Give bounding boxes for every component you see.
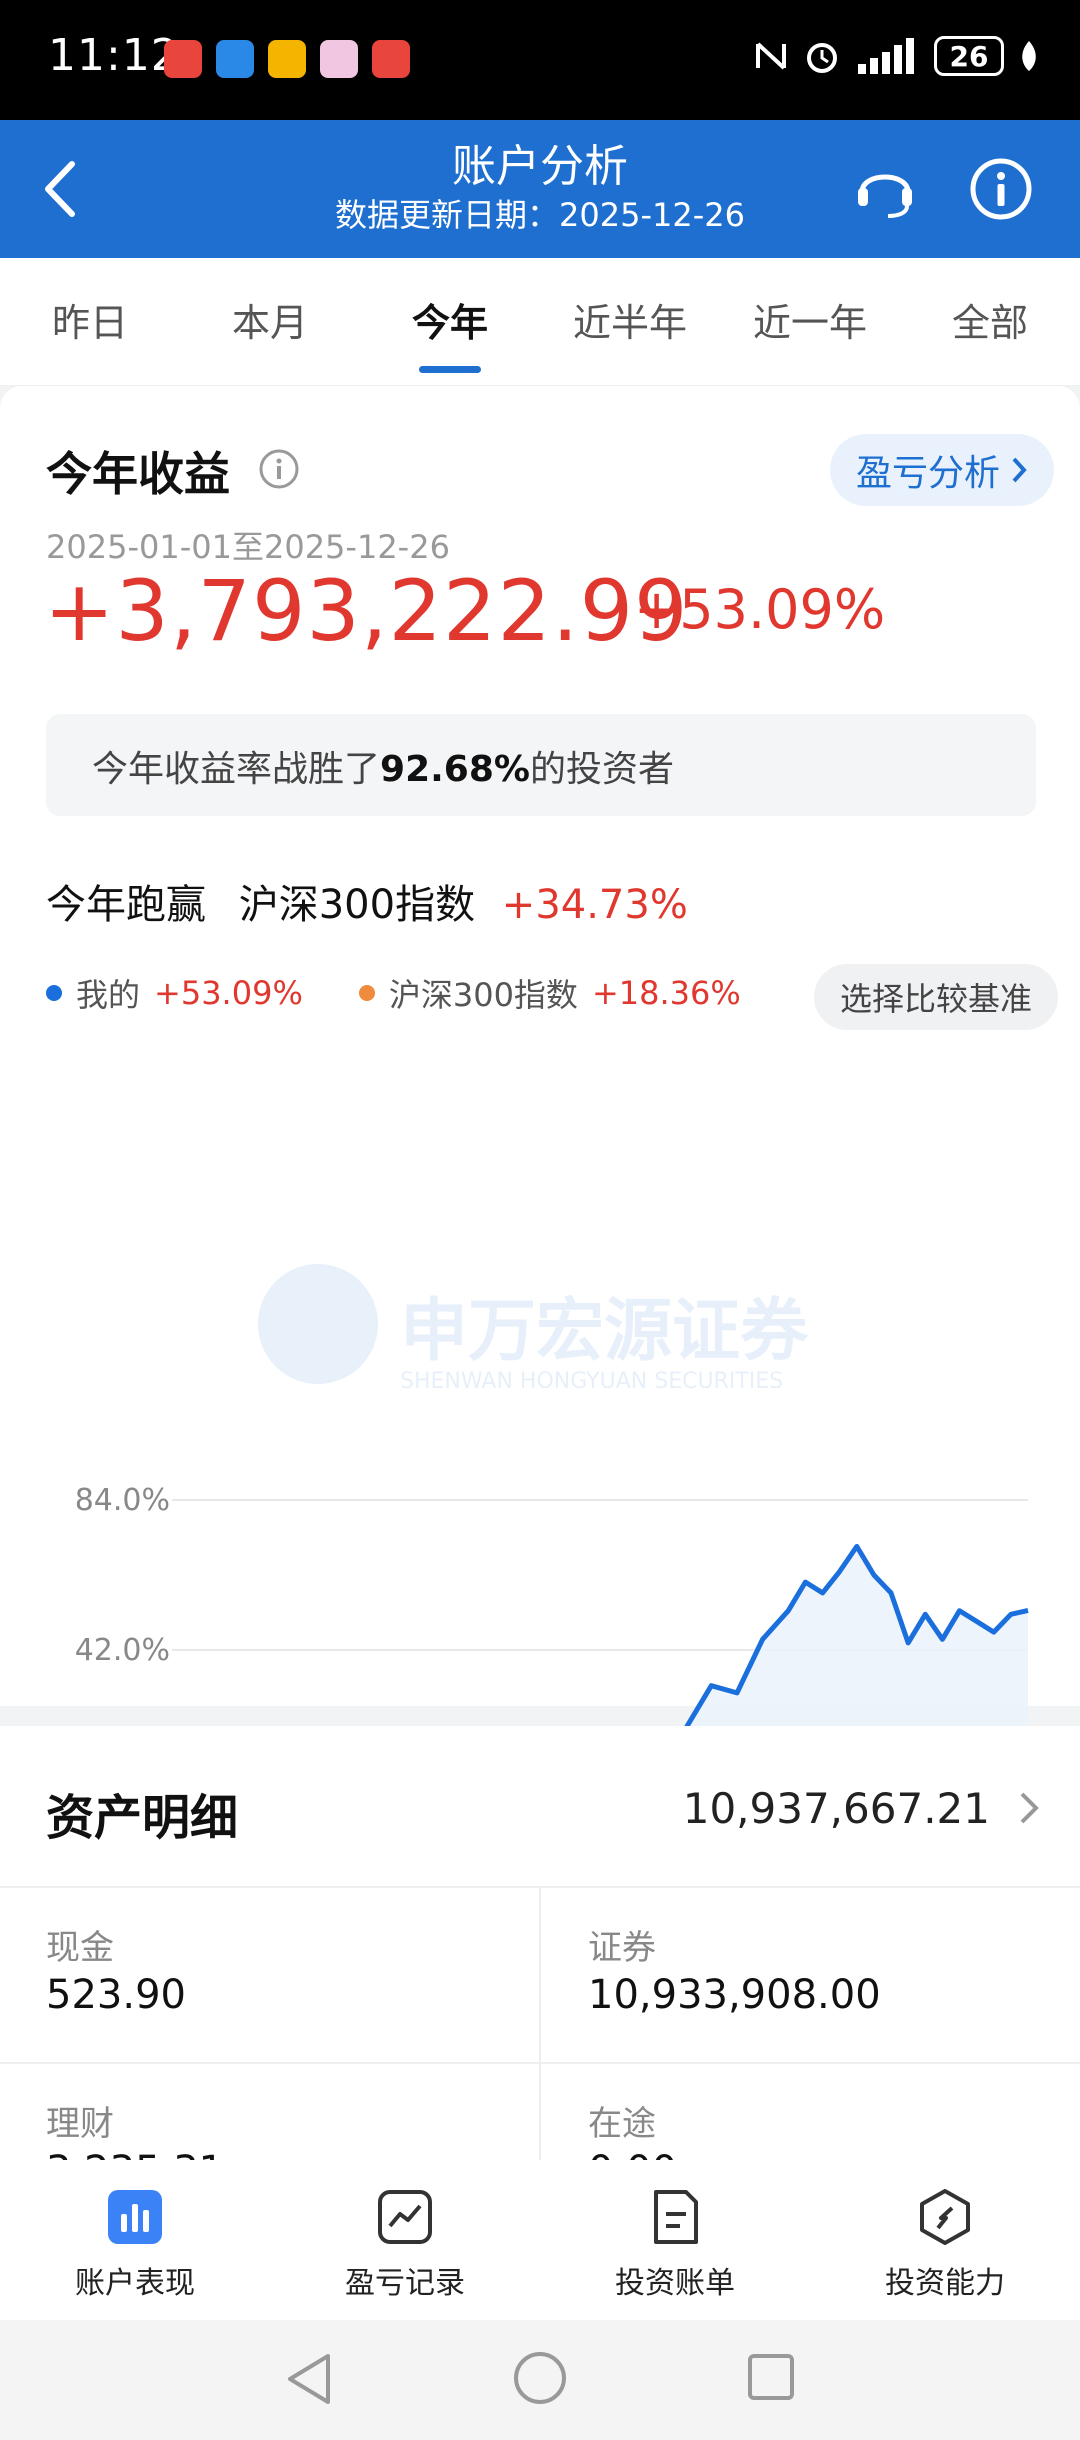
cash-value: 523.90 xyxy=(46,1972,186,2018)
legend-mine-label: 我的 xyxy=(76,976,141,1014)
app-header: 账户分析 数据更新日期：2025-12-26 xyxy=(0,120,1080,258)
select-benchmark-button[interactable]: 选择比较基准 xyxy=(813,964,1058,1030)
system-nav-bar xyxy=(0,2320,1080,2440)
cash-label: 现金 xyxy=(46,1928,114,1968)
securities-value: 10,933,908.00 xyxy=(588,1972,881,2018)
chevron-right-icon xyxy=(1012,457,1027,483)
system-back-icon[interactable] xyxy=(284,2350,334,2408)
notification-photo-icon xyxy=(320,40,358,78)
securities-label: 证券 xyxy=(588,1928,656,1968)
yearly-return-title: 今年收益 xyxy=(46,447,230,501)
outperform-line: 今年跑赢 沪深300指数 +34.73% xyxy=(46,872,688,930)
watermark-en-text: SHENWAN HONGYUAN SECURITIES xyxy=(400,1369,783,1394)
system-recents-icon[interactable] xyxy=(746,2352,796,2402)
status-time: 11:12 xyxy=(48,30,180,81)
nav-investment-ability[interactable]: 投资能力 xyxy=(810,2160,1080,2320)
status-app-icons xyxy=(164,40,410,78)
pl-analysis-label: 盈亏分析 xyxy=(855,453,1000,494)
leaf-icon xyxy=(1022,41,1036,71)
help-info-icon[interactable] xyxy=(258,448,300,490)
legend-index-label: 沪深300指数 xyxy=(388,976,578,1014)
alarm-icon xyxy=(807,43,837,73)
chevron-right-icon[interactable] xyxy=(1014,1786,1044,1830)
asset-total[interactable]: 10,937,667.21 xyxy=(682,1784,990,1833)
mine-legend-dot xyxy=(46,985,62,1001)
nav-label: 投资账单 xyxy=(615,2266,735,2301)
beat-percentage: 92.68% xyxy=(380,749,530,790)
y-tick-label: 42.0% xyxy=(75,1633,170,1668)
update-date-label: 数据更新日期： xyxy=(335,196,560,234)
divider xyxy=(0,2062,1080,2064)
nav-investment-bill[interactable]: 投资账单 xyxy=(540,2160,810,2320)
bill-icon xyxy=(654,2190,698,2244)
chart-legend: 我的 +53.09% 沪深300指数 +18.36% xyxy=(46,970,741,1016)
page-title: 账户分析 xyxy=(452,141,628,192)
trend-icon xyxy=(378,2190,432,2244)
notification-app-icon xyxy=(164,40,202,78)
legend-mine-value: +53.09% xyxy=(154,974,303,1012)
watermark-text: 申万宏源证券 xyxy=(400,1292,809,1371)
nav-label: 投资能力 xyxy=(885,2266,1005,2301)
tab-this-year[interactable]: 今年 xyxy=(360,258,540,385)
tab-one-year[interactable]: 近一年 xyxy=(752,301,867,345)
index-legend-dot xyxy=(358,985,375,1001)
divider xyxy=(539,1886,541,2166)
battery-indicator: 26 xyxy=(934,36,1004,76)
date-range: 2025-01-01至2025-12-26 xyxy=(46,528,450,566)
bottom-nav: 账户表现 盈亏记录 投资账单 投资能力 xyxy=(0,2160,1080,2320)
pl-analysis-button[interactable]: 盈亏分析 xyxy=(829,434,1054,506)
tab-yesterday[interactable]: 昨日 xyxy=(51,301,128,345)
asset-details-card: 资产明细 10,937,667.21 现金 523.90 证券 10,933,9… xyxy=(0,1726,1080,2194)
beat-prefix: 今年收益率战胜了 xyxy=(92,749,381,790)
legend-index-value: +18.36% xyxy=(591,974,741,1012)
y-tick-label: 84.0% xyxy=(75,1483,170,1518)
nav-label: 账户表现 xyxy=(75,2266,195,2301)
benchmark-name: 沪深300指数 xyxy=(238,882,476,928)
notification-mail-icon xyxy=(372,40,410,78)
beat-investors-banner: 今年收益率战胜了92.68%的投资者 xyxy=(46,714,1036,816)
bar-chart-icon xyxy=(108,2190,162,2244)
nav-account-performance[interactable]: 账户表现 xyxy=(0,2160,270,2320)
nav-label: 盈亏记录 xyxy=(345,2266,465,2301)
status-indicators: 26 xyxy=(754,36,1040,76)
tab-all[interactable]: 全部 xyxy=(951,301,1028,345)
tab-half-year[interactable]: 近半年 xyxy=(572,301,687,345)
profit-amount: +3,793,222.99 xyxy=(44,562,689,660)
beat-suffix: 的投资者 xyxy=(529,749,674,790)
in-transit-label: 在途 xyxy=(588,2104,656,2144)
update-date-value: 2025-12-26 xyxy=(559,196,745,234)
profit-rate: +53.09% xyxy=(634,578,886,641)
nav-pl-records[interactable]: 盈亏记录 xyxy=(270,2160,540,2320)
compass-icon xyxy=(920,2189,970,2245)
update-date-line: 数据更新日期：2025-12-26 xyxy=(0,190,1080,236)
customer-service-icon[interactable] xyxy=(852,156,918,222)
tab-this-month[interactable]: 本月 xyxy=(231,301,308,345)
wealth-label: 理财 xyxy=(46,2104,114,2144)
period-tabs: 昨日 本月 今年 近半年 近一年 全部 xyxy=(0,258,1080,386)
notification-browser-icon xyxy=(216,40,254,78)
info-circle-icon[interactable] xyxy=(968,156,1034,222)
status-bar: 11:12 26 xyxy=(0,0,1080,120)
notification-weibo-icon xyxy=(268,40,306,78)
signal-icon xyxy=(858,38,914,74)
excess-return: +34.73% xyxy=(501,882,688,928)
system-home-icon[interactable] xyxy=(512,2350,568,2406)
nfc-icon xyxy=(756,42,786,70)
asset-details-title: 资产明细 xyxy=(46,1790,239,1846)
yearly-return-card: 今年收益 盈亏分析 2025-01-01至2025-12-26 +3,793,2… xyxy=(0,386,1080,2014)
outperform-prefix: 今年跑赢 xyxy=(46,882,206,928)
watermark: 申万宏源证券 SHENWAN HONGYUAN SECURITIES xyxy=(258,1264,809,1394)
back-arrow-icon[interactable] xyxy=(32,156,92,222)
